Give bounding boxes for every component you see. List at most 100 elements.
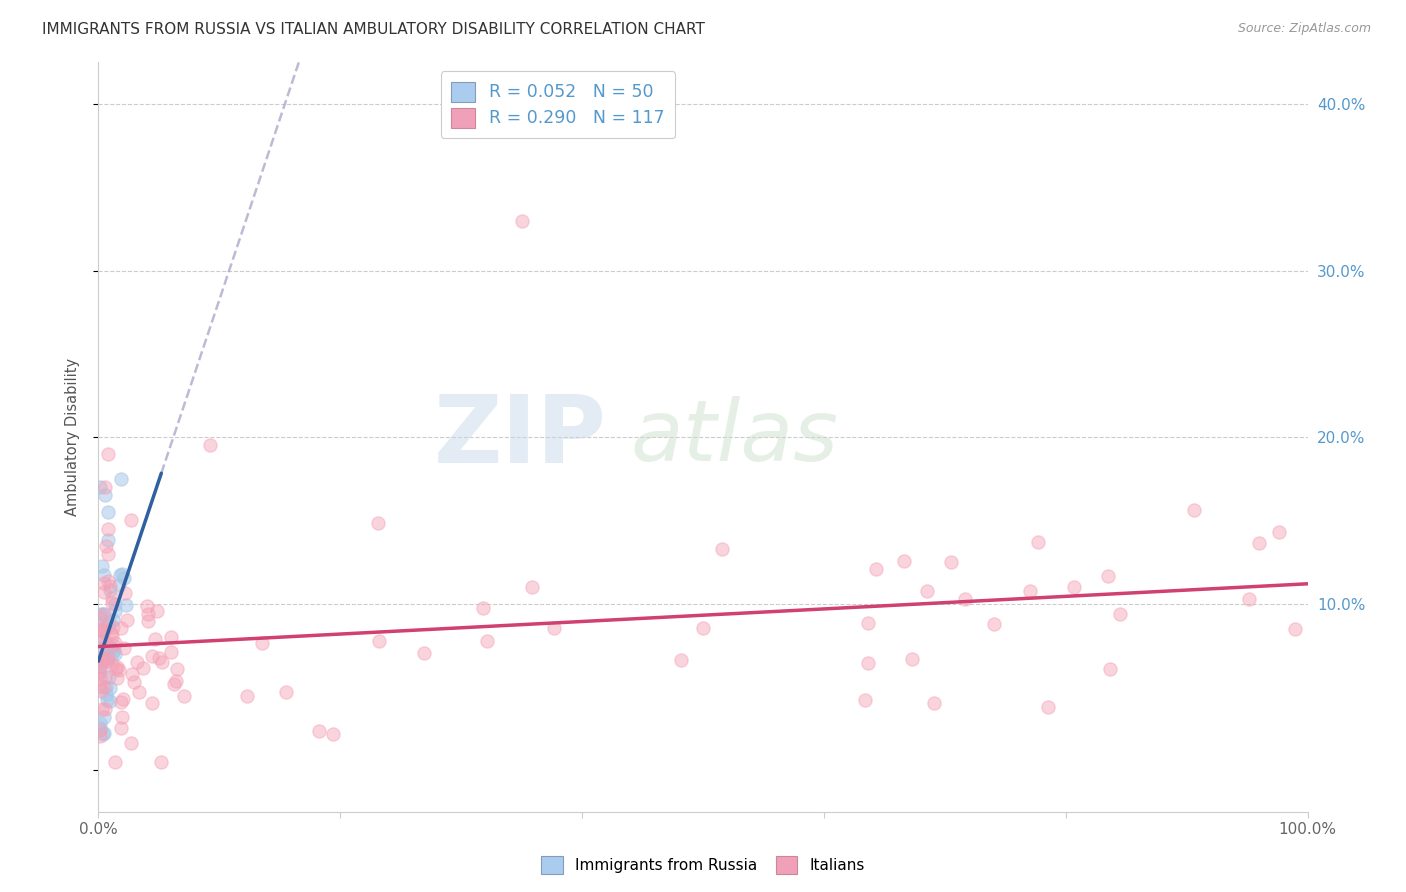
- Point: [132, 661, 155, 675]
- Point: [1026, 534, 1049, 549]
- Point: [97, 533, 120, 547]
- Point: [110, 568, 132, 582]
- Point: [105, 662, 128, 676]
- Point: [93, 680, 115, 694]
- Point: [1099, 662, 1122, 676]
- Point: [121, 513, 143, 527]
- Point: [1237, 591, 1260, 606]
- Point: [89, 721, 111, 735]
- Point: [856, 657, 879, 671]
- Point: [90, 633, 112, 648]
- Point: [522, 580, 544, 594]
- Point: [87, 656, 110, 670]
- Point: [100, 657, 122, 671]
- Point: [136, 615, 159, 629]
- Text: ZIP: ZIP: [433, 391, 606, 483]
- Point: [91, 727, 114, 741]
- Point: [413, 646, 436, 660]
- Point: [471, 601, 494, 615]
- Text: atlas: atlas: [630, 395, 838, 479]
- Point: [146, 604, 169, 618]
- Point: [322, 726, 344, 740]
- Point: [89, 480, 111, 494]
- Point: [89, 641, 111, 656]
- Text: IMMIGRANTS FROM RUSSIA VS ITALIAN AMBULATORY DISABILITY CORRELATION CHART: IMMIGRANTS FROM RUSSIA VS ITALIAN AMBULA…: [42, 22, 704, 37]
- Point: [103, 604, 125, 618]
- Point: [91, 623, 114, 637]
- Point: [1097, 569, 1119, 583]
- Point: [94, 488, 117, 502]
- Point: [1267, 525, 1289, 540]
- Legend: Immigrants from Russia, Italians: Immigrants from Russia, Italians: [536, 850, 870, 880]
- Point: [89, 611, 111, 625]
- Point: [853, 693, 876, 707]
- Point: [1063, 580, 1085, 594]
- Point: [901, 652, 924, 666]
- Point: [104, 636, 127, 650]
- Point: [543, 621, 565, 635]
- Y-axis label: Ambulatory Disability: Ambulatory Disability: [65, 358, 80, 516]
- Point: [97, 670, 120, 684]
- Point: [103, 642, 125, 657]
- Point: [94, 651, 117, 665]
- Point: [1284, 623, 1306, 637]
- Point: [90, 607, 112, 621]
- Point: [89, 730, 111, 744]
- Point: [97, 619, 120, 633]
- Point: [93, 568, 115, 582]
- Point: [893, 554, 915, 568]
- Point: [98, 643, 121, 657]
- Point: [94, 539, 117, 553]
- Point: [91, 650, 114, 665]
- Point: [91, 656, 114, 670]
- Point: [98, 694, 121, 708]
- Point: [96, 693, 118, 707]
- Point: [97, 505, 120, 519]
- Text: Source: ZipAtlas.com: Source: ZipAtlas.com: [1237, 22, 1371, 36]
- Point: [235, 689, 257, 703]
- Point: [93, 710, 115, 724]
- Point: [104, 755, 127, 769]
- Point: [110, 472, 132, 486]
- Point: [160, 630, 183, 644]
- Point: [93, 607, 115, 621]
- Point: [110, 695, 132, 709]
- Point: [101, 620, 124, 634]
- Point: [136, 607, 159, 621]
- Point: [91, 653, 114, 667]
- Point: [865, 562, 887, 576]
- Point: [96, 648, 118, 662]
- Point: [89, 716, 111, 731]
- Point: [101, 629, 124, 643]
- Point: [1247, 536, 1270, 550]
- Point: [101, 596, 124, 610]
- Point: [90, 623, 112, 637]
- Point: [90, 683, 112, 698]
- Point: [90, 702, 112, 716]
- Point: [104, 647, 127, 661]
- Point: [89, 664, 111, 678]
- Point: [97, 547, 120, 561]
- Point: [107, 578, 129, 592]
- Point: [112, 640, 135, 655]
- Point: [97, 522, 120, 536]
- Point: [96, 651, 118, 665]
- Point: [96, 635, 118, 649]
- Point: [1018, 583, 1040, 598]
- Point: [100, 626, 122, 640]
- Point: [1182, 502, 1205, 516]
- Point: [98, 579, 121, 593]
- Point: [93, 624, 115, 639]
- Point: [165, 674, 187, 689]
- Point: [105, 671, 128, 685]
- Point: [1108, 607, 1130, 621]
- Point: [93, 726, 115, 740]
- Point: [160, 645, 183, 659]
- Point: [110, 710, 132, 724]
- Point: [89, 654, 111, 668]
- Point: [166, 662, 188, 676]
- Point: [115, 598, 138, 612]
- Point: [91, 559, 114, 574]
- Point: [953, 592, 976, 607]
- Point: [101, 648, 124, 662]
